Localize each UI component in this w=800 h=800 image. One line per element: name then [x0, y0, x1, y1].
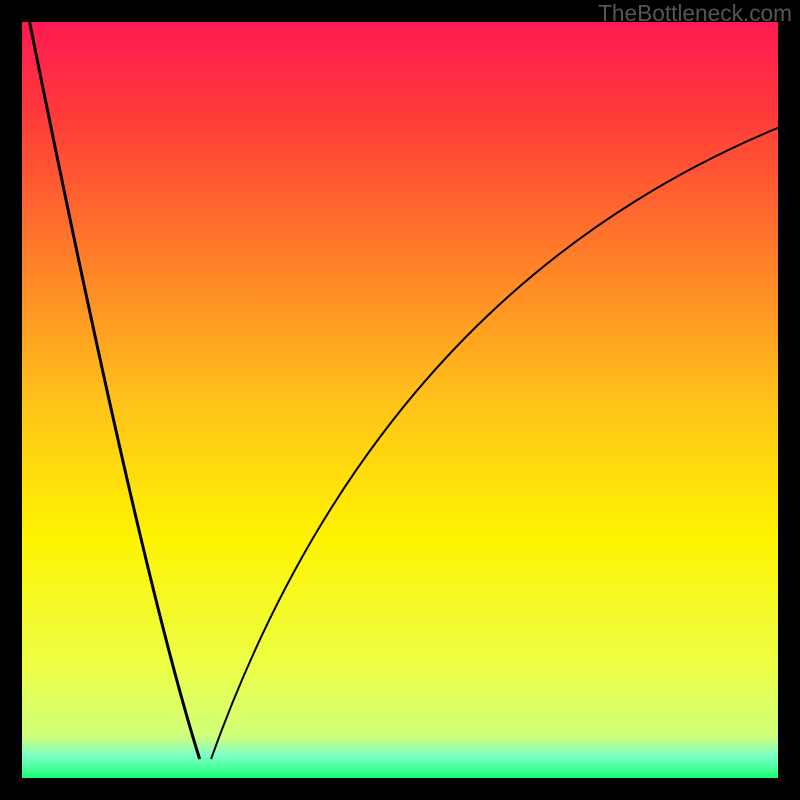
curve-marker [227, 648, 265, 699]
curve-marker [163, 647, 191, 698]
curve-marker [185, 744, 219, 766]
chart-stage: TheBottleneck.com [0, 0, 800, 800]
curve-marker [259, 556, 293, 595]
watermark-text: TheBottleneck.com [598, 0, 792, 27]
bottleneck-plot [22, 22, 778, 778]
curve-arm [30, 22, 200, 759]
curve-arm [211, 128, 778, 759]
curve-marker [153, 571, 171, 589]
curve-marker [258, 596, 275, 613]
curve-marker [277, 543, 294, 560]
